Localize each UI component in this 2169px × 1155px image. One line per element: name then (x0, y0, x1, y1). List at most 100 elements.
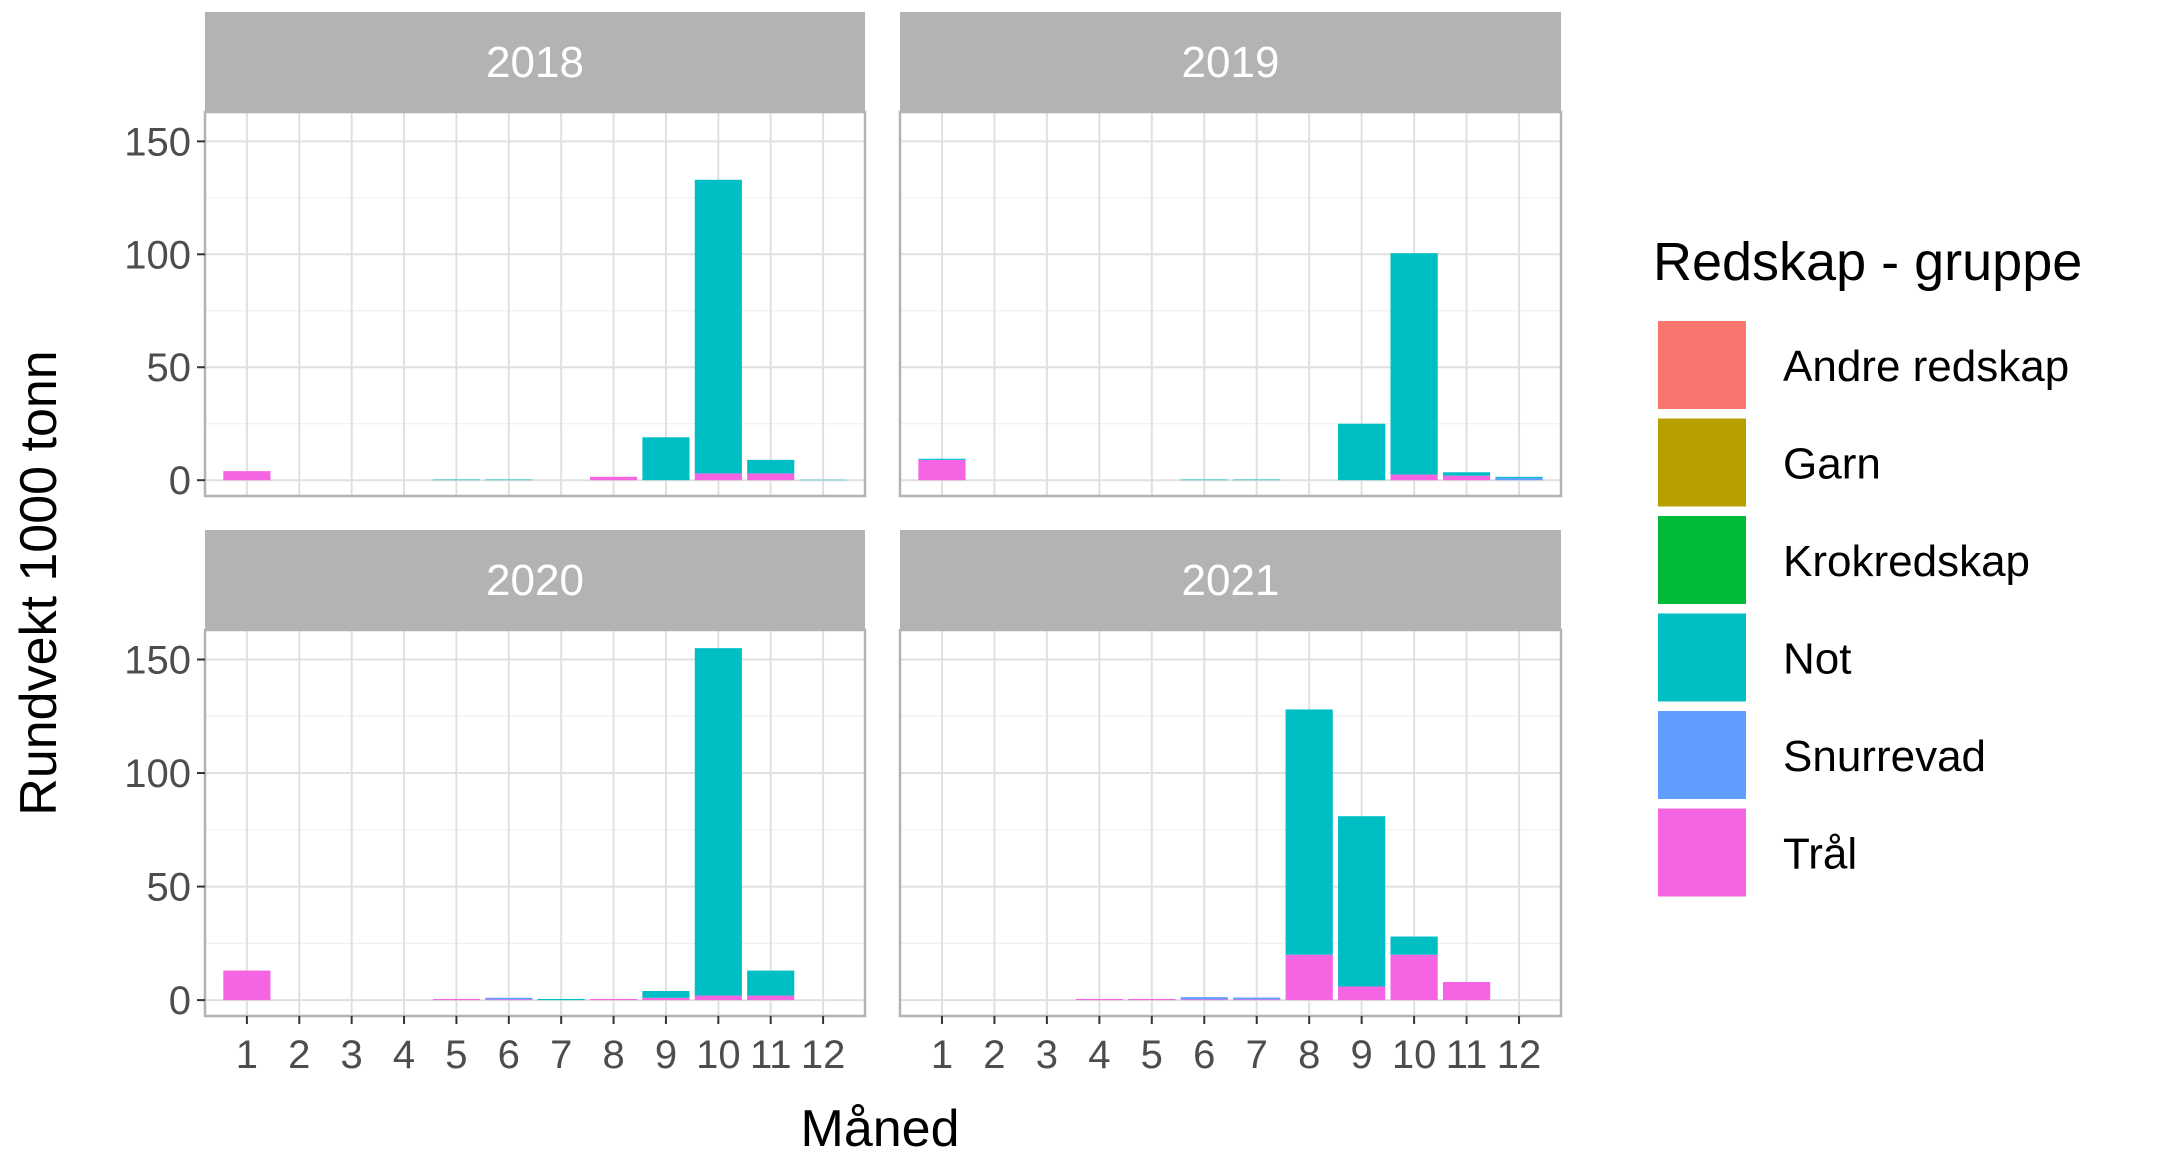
bar-segment (1390, 474, 1438, 481)
x-axis-title: Måned (801, 1100, 960, 1155)
bar-segment (1338, 816, 1386, 987)
bar-segment (694, 648, 742, 996)
bar-segment (537, 998, 585, 1001)
bar-segment (1495, 477, 1543, 481)
plot-background (900, 112, 1561, 496)
legend-item: Andre redskap (1656, 319, 2069, 411)
legend: Redskap - gruppe Andre redskap Garn Krokre… (1653, 232, 2082, 899)
bar-segment (747, 459, 795, 474)
bar-segment (1233, 999, 1281, 1001)
facet-strip-label: 2019 (1182, 38, 1280, 87)
bar-segment (1390, 253, 1438, 475)
bar-segment (590, 998, 638, 1001)
legend-label: Trål (1783, 830, 1857, 879)
legend-label: Garn (1783, 440, 1881, 489)
bar-segment (799, 479, 847, 481)
bar-segment (747, 970, 795, 996)
bar-segment (1390, 936, 1438, 955)
x-tick-label: 8 (1298, 1033, 1320, 1077)
bar-segment (485, 479, 533, 481)
y-tick-label: 0 (169, 459, 191, 503)
x-tick-label: 6 (498, 1033, 520, 1077)
bar-segment (1180, 997, 1228, 1000)
x-tick-label: 10 (696, 1033, 741, 1077)
bar-segment (1442, 475, 1491, 481)
y-tick-label: 50 (147, 866, 192, 910)
legend-title: Redskap - gruppe (1653, 232, 2082, 292)
facet-strip-label: 2018 (486, 38, 584, 87)
y-tick-label: 100 (124, 233, 191, 277)
x-tick-label: 5 (445, 1033, 467, 1077)
x-tick-label: 8 (602, 1033, 624, 1077)
legend-item: Garn (1656, 416, 1881, 509)
bar-segment (694, 473, 742, 481)
bar-segment (1495, 476, 1543, 478)
bar-segment (694, 179, 742, 474)
facet-strip (900, 530, 1561, 630)
legend-item: Krokredskap (1656, 514, 2030, 606)
x-tick-label: 1 (236, 1033, 258, 1077)
x-tick-label: 9 (655, 1033, 677, 1077)
panel-border (898, 110, 1563, 498)
bar-segment (747, 995, 795, 1001)
x-tick-label: 12 (801, 1033, 846, 1077)
bar-segment (590, 476, 638, 481)
bar-segment (1338, 423, 1386, 481)
bar-segment (1180, 479, 1228, 481)
y-axis-title: Rundvekt 1000 tonn (10, 350, 68, 815)
y-tick-label: 100 (124, 752, 191, 796)
panel-border (203, 110, 867, 498)
legend-label: Andre redskap (1783, 342, 2069, 391)
x-tick-label: 11 (1446, 1033, 1488, 1077)
bar-segment (747, 473, 795, 481)
plot-background (900, 630, 1561, 1016)
legend-key (1656, 806, 1748, 899)
bar-segment (432, 998, 480, 1001)
y-tick-label: 150 (124, 639, 191, 683)
legend-item: Not (1656, 611, 1851, 704)
facet-strip (205, 530, 865, 630)
bar-segment (642, 991, 690, 998)
legend-key (1656, 514, 1748, 606)
plot-background (205, 112, 865, 496)
bar-segment (432, 479, 480, 481)
bar-segment (485, 999, 533, 1001)
bar-segment (694, 995, 742, 1001)
x-tick-label: 2 (288, 1033, 310, 1077)
legend-key (1656, 709, 1748, 801)
bar-segment (1285, 709, 1333, 955)
bar-segment (1338, 986, 1386, 1001)
facet-strip (205, 12, 865, 112)
facet-strip-label: 2020 (486, 556, 584, 605)
facet-strip (900, 12, 1561, 112)
bar-segment (642, 437, 690, 481)
legend-item: Trål (1656, 806, 1857, 899)
legend-label: Krokredskap (1783, 537, 2030, 586)
bar-segment (223, 471, 271, 481)
bar-segment (918, 459, 966, 481)
x-tick-label: 9 (1351, 1033, 1373, 1077)
x-tick-label: 5 (1141, 1033, 1163, 1077)
legend-key (1656, 319, 1748, 411)
bar-segment (1390, 954, 1438, 1001)
bar-segment (223, 970, 271, 1001)
x-tick-label: 12 (1497, 1033, 1542, 1077)
legend-key (1656, 416, 1748, 509)
bar-segment (1128, 998, 1176, 1001)
legend-label: Snurrevad (1783, 732, 1986, 781)
x-tick-label: 7 (550, 1033, 572, 1077)
bar-segment (1442, 981, 1491, 1001)
x-tick-label: 4 (1088, 1033, 1110, 1077)
facet-strip-label: 2021 (1182, 556, 1280, 605)
bar-segment (1442, 472, 1491, 476)
x-tick-label: 6 (1193, 1033, 1215, 1077)
bar-segment (1285, 954, 1333, 1001)
bar-segment (918, 458, 966, 460)
y-tick-label: 50 (147, 346, 192, 390)
facet-panel-2019: 2019 (898, 12, 1563, 498)
legend-key (1656, 611, 1748, 704)
x-tick-label: 10 (1392, 1033, 1437, 1077)
